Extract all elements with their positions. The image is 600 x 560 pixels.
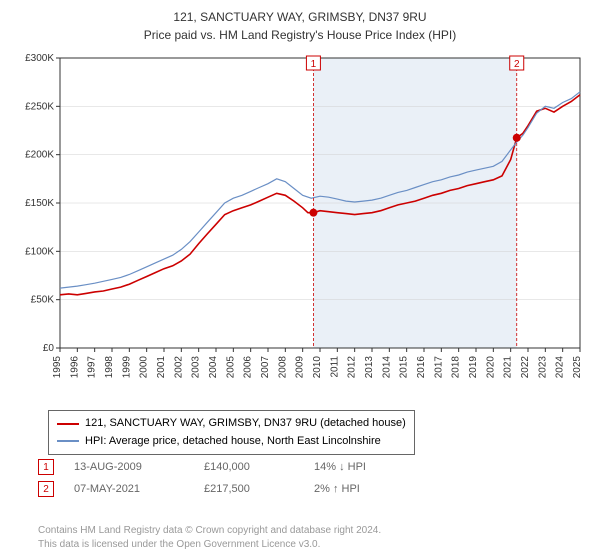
svg-text:2022: 2022: [520, 356, 531, 379]
svg-text:2005: 2005: [225, 356, 236, 379]
svg-text:2006: 2006: [243, 356, 254, 379]
sale-price: £217,500: [204, 483, 314, 495]
legend-item: HPI: Average price, detached house, Nort…: [57, 433, 406, 451]
svg-text:2021: 2021: [503, 356, 514, 379]
attribution: Contains HM Land Registry data © Crown c…: [38, 524, 381, 552]
chart-title: 121, SANCTUARY WAY, GRIMSBY, DN37 9RU Pr…: [0, 0, 600, 44]
attribution-line-1: Contains HM Land Registry data © Crown c…: [38, 524, 381, 538]
attribution-line-2: This data is licensed under the Open Gov…: [38, 538, 381, 552]
svg-text:2016: 2016: [416, 356, 427, 379]
svg-text:2019: 2019: [468, 356, 479, 379]
svg-text:1997: 1997: [87, 356, 98, 379]
svg-text:2014: 2014: [381, 356, 392, 379]
svg-text:1: 1: [311, 59, 317, 70]
sale-diff: 2% ↑ HPI: [314, 483, 414, 495]
sale-price: £140,000: [204, 461, 314, 473]
chart-svg: £0 £50K £100K £150K £200K £250K £300K 1995 1996 1…: [12, 48, 588, 398]
svg-text:2003: 2003: [191, 356, 202, 379]
title-line-2: Price paid vs. HM Land Registry's House …: [0, 26, 600, 44]
title-line-1: 121, SANCTUARY WAY, GRIMSBY, DN37 9RU: [0, 8, 600, 26]
svg-text:2017: 2017: [433, 356, 444, 379]
svg-text:2004: 2004: [208, 356, 219, 379]
svg-text:2023: 2023: [537, 356, 548, 379]
svg-text:2007: 2007: [260, 356, 271, 379]
legend-swatch: [57, 423, 79, 425]
svg-text:2013: 2013: [364, 356, 375, 379]
svg-text:2001: 2001: [156, 356, 167, 379]
svg-text:2: 2: [514, 59, 520, 70]
chart-container: 121, SANCTUARY WAY, GRIMSBY, DN37 9RU Pr…: [0, 0, 600, 560]
sale-date: 13-AUG-2009: [74, 461, 204, 473]
svg-text:£300K: £300K: [25, 53, 54, 64]
sales-table: 1 13-AUG-2009£140,00014% ↓ HPI 2 07-MAY-202…: [38, 456, 414, 500]
svg-text:1999: 1999: [121, 356, 132, 379]
legend: 121, SANCTUARY WAY, GRIMSBY, DN37 9RU (d…: [48, 410, 415, 455]
svg-text:1995: 1995: [52, 356, 63, 379]
sale-row: 1 13-AUG-2009£140,00014% ↓ HPI: [38, 456, 414, 478]
legend-swatch: [57, 440, 79, 442]
sale-marker-box: 2: [38, 481, 54, 497]
svg-text:2010: 2010: [312, 356, 323, 379]
svg-text:2009: 2009: [295, 356, 306, 379]
svg-text:£100K: £100K: [25, 246, 54, 257]
sale-marker-box: 1: [38, 459, 54, 475]
svg-text:£150K: £150K: [25, 198, 54, 209]
svg-text:2024: 2024: [555, 356, 566, 379]
sale-row: 2 07-MAY-2021£217,5002% ↑ HPI: [38, 478, 414, 500]
svg-text:2015: 2015: [399, 356, 410, 379]
sale-diff: 14% ↓ HPI: [314, 461, 414, 473]
svg-text:2008: 2008: [277, 356, 288, 379]
svg-text:2018: 2018: [451, 356, 462, 379]
legend-item: 121, SANCTUARY WAY, GRIMSBY, DN37 9RU (d…: [57, 415, 406, 433]
svg-text:£0: £0: [43, 343, 55, 354]
svg-text:£250K: £250K: [25, 101, 54, 112]
svg-text:2011: 2011: [329, 356, 340, 378]
svg-text:2000: 2000: [139, 356, 150, 379]
svg-text:£50K: £50K: [31, 295, 55, 306]
sale-date: 07-MAY-2021: [74, 483, 204, 495]
svg-text:2002: 2002: [173, 356, 184, 379]
legend-label: 121, SANCTUARY WAY, GRIMSBY, DN37 9RU (d…: [85, 415, 406, 433]
svg-text:2012: 2012: [347, 356, 358, 379]
legend-label: HPI: Average price, detached house, Nort…: [85, 433, 381, 451]
svg-text:2020: 2020: [485, 356, 496, 379]
svg-text:2025: 2025: [572, 356, 583, 379]
chart-area: £0 £50K £100K £150K £200K £250K £300K 1995 1996 1…: [12, 48, 588, 398]
svg-text:1998: 1998: [104, 356, 115, 379]
svg-text:£200K: £200K: [25, 150, 54, 161]
svg-text:1996: 1996: [69, 356, 80, 379]
